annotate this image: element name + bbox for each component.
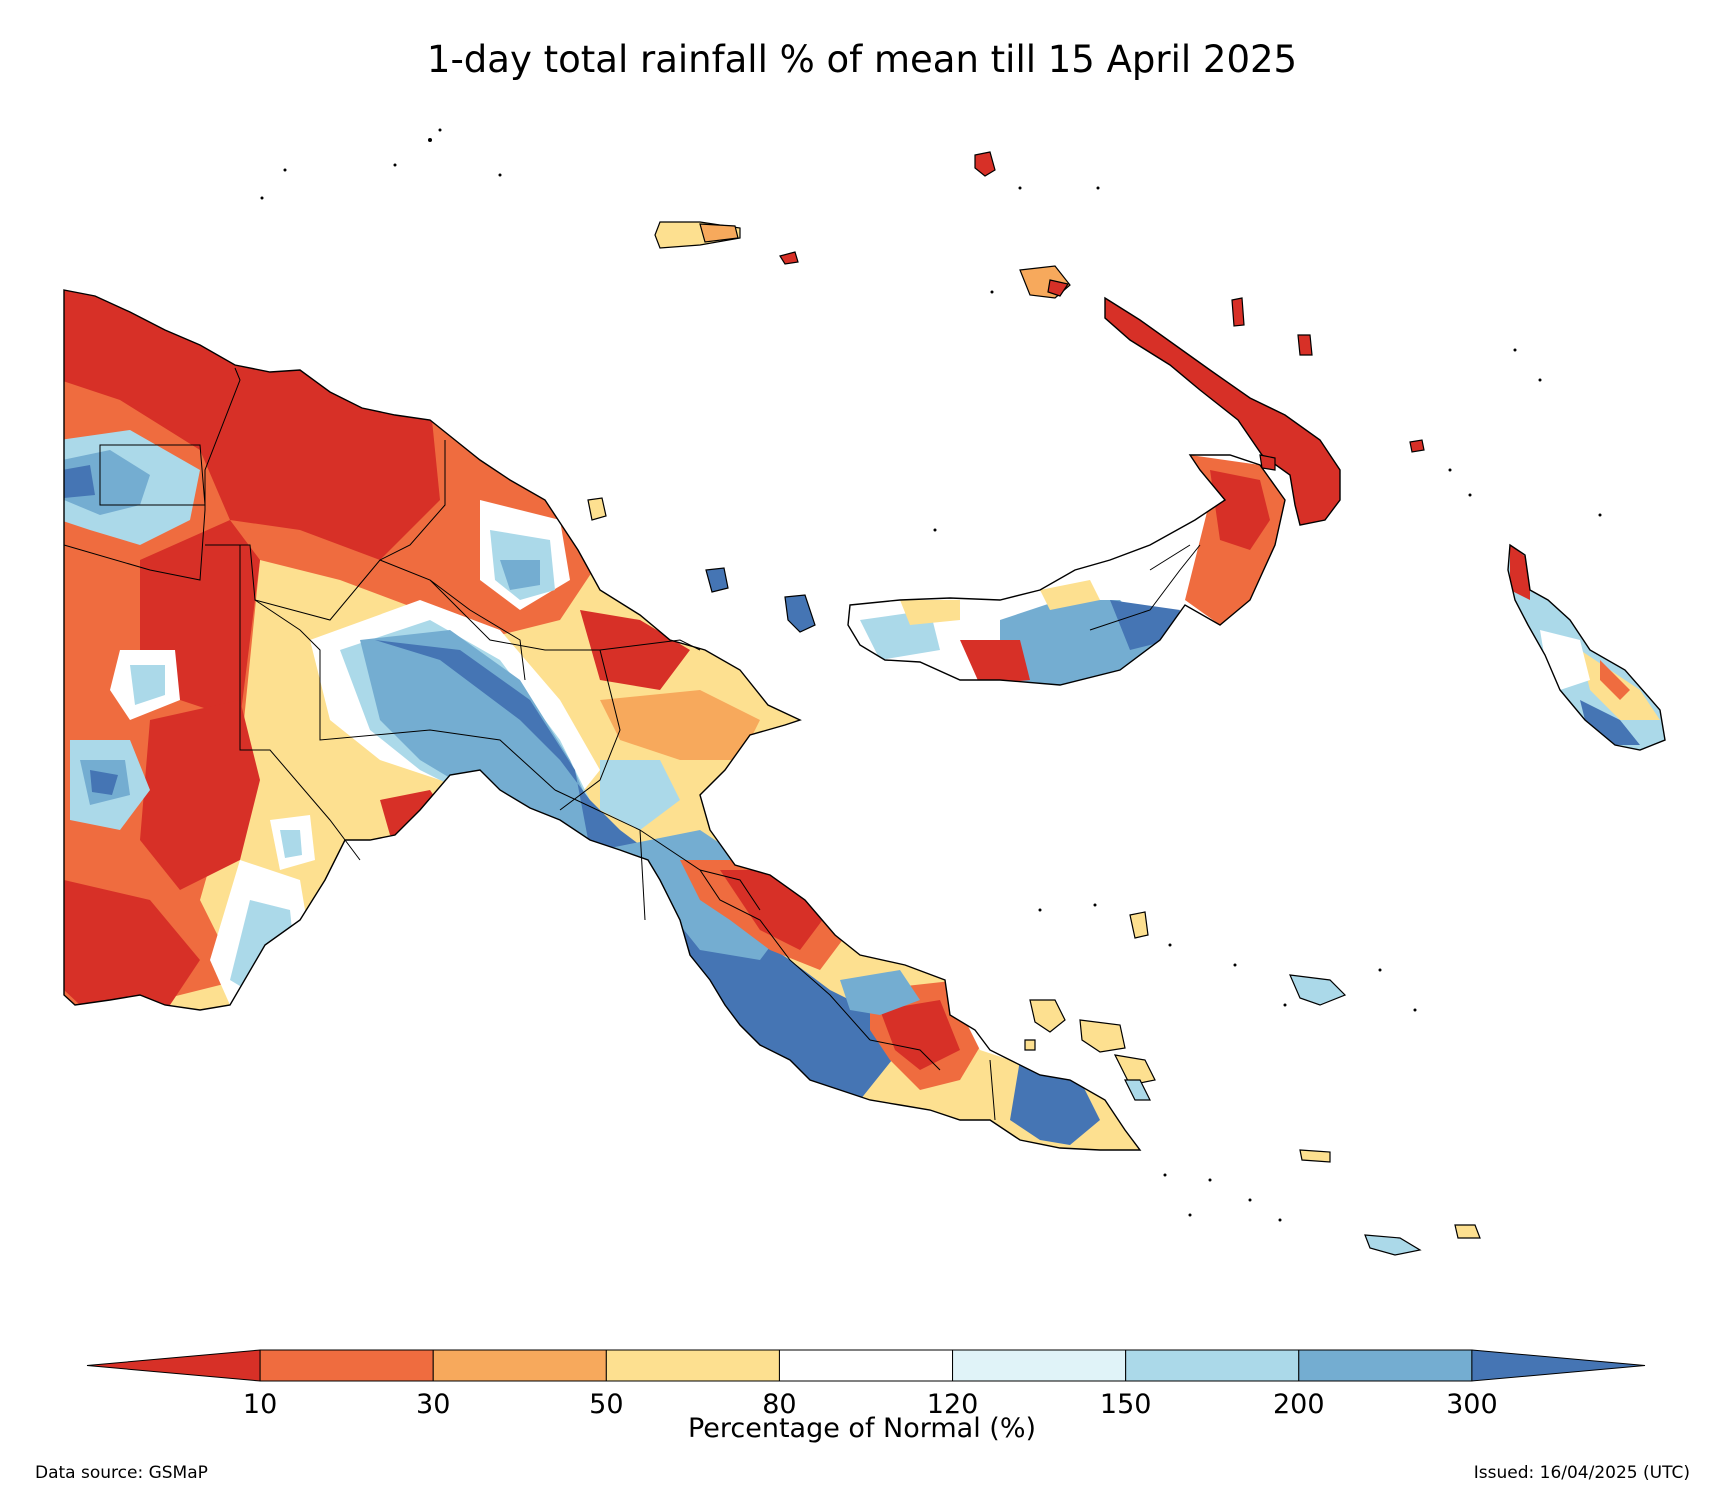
- colorbar-extend-low: [86, 1349, 261, 1382]
- colorbar-extend-high: [1471, 1349, 1646, 1382]
- small-islands: [587, 151, 1481, 1256]
- colorbar-segment: [432, 1349, 607, 1382]
- map-title: 1-day total rainfall % of mean till 15 A…: [426, 38, 1298, 81]
- colorbar-tick-label: 50: [589, 1389, 623, 1420]
- coastlines: [63, 289, 1666, 1151]
- colorbar-title: Percentage of Normal (%): [687, 1413, 1037, 1444]
- colorbar-segment: [1298, 1349, 1473, 1382]
- colorbar-segment: [1125, 1349, 1300, 1382]
- colorbar-segment: [778, 1349, 954, 1382]
- colorbar-tick-label: 150: [1100, 1389, 1152, 1420]
- colorbar-tick-label: 10: [243, 1389, 277, 1420]
- colorbar: 10 30 50 80 120 150 200 300: [86, 1349, 1646, 1420]
- data-source-label: Data source: GSMaP: [35, 1463, 208, 1483]
- colorbar-tick-label: 80: [762, 1389, 796, 1420]
- colorbar-segment: [952, 1349, 1127, 1382]
- colorbar-tick-label: 120: [927, 1389, 979, 1420]
- province-boundaries: [63, 367, 1201, 1121]
- colorbar-tick-label: 30: [416, 1389, 450, 1420]
- rainfall-map: [63, 128, 1666, 1256]
- tiny-islets: [260, 128, 1602, 1222]
- issued-date-label: Issued: 16/04/2025 (UTC): [1473, 1463, 1690, 1483]
- colorbar-segment: [605, 1349, 780, 1382]
- colorbar-tick-label: 200: [1273, 1389, 1325, 1420]
- colorbar-tick-label: 300: [1446, 1389, 1498, 1420]
- colorbar-segment: [259, 1349, 434, 1382]
